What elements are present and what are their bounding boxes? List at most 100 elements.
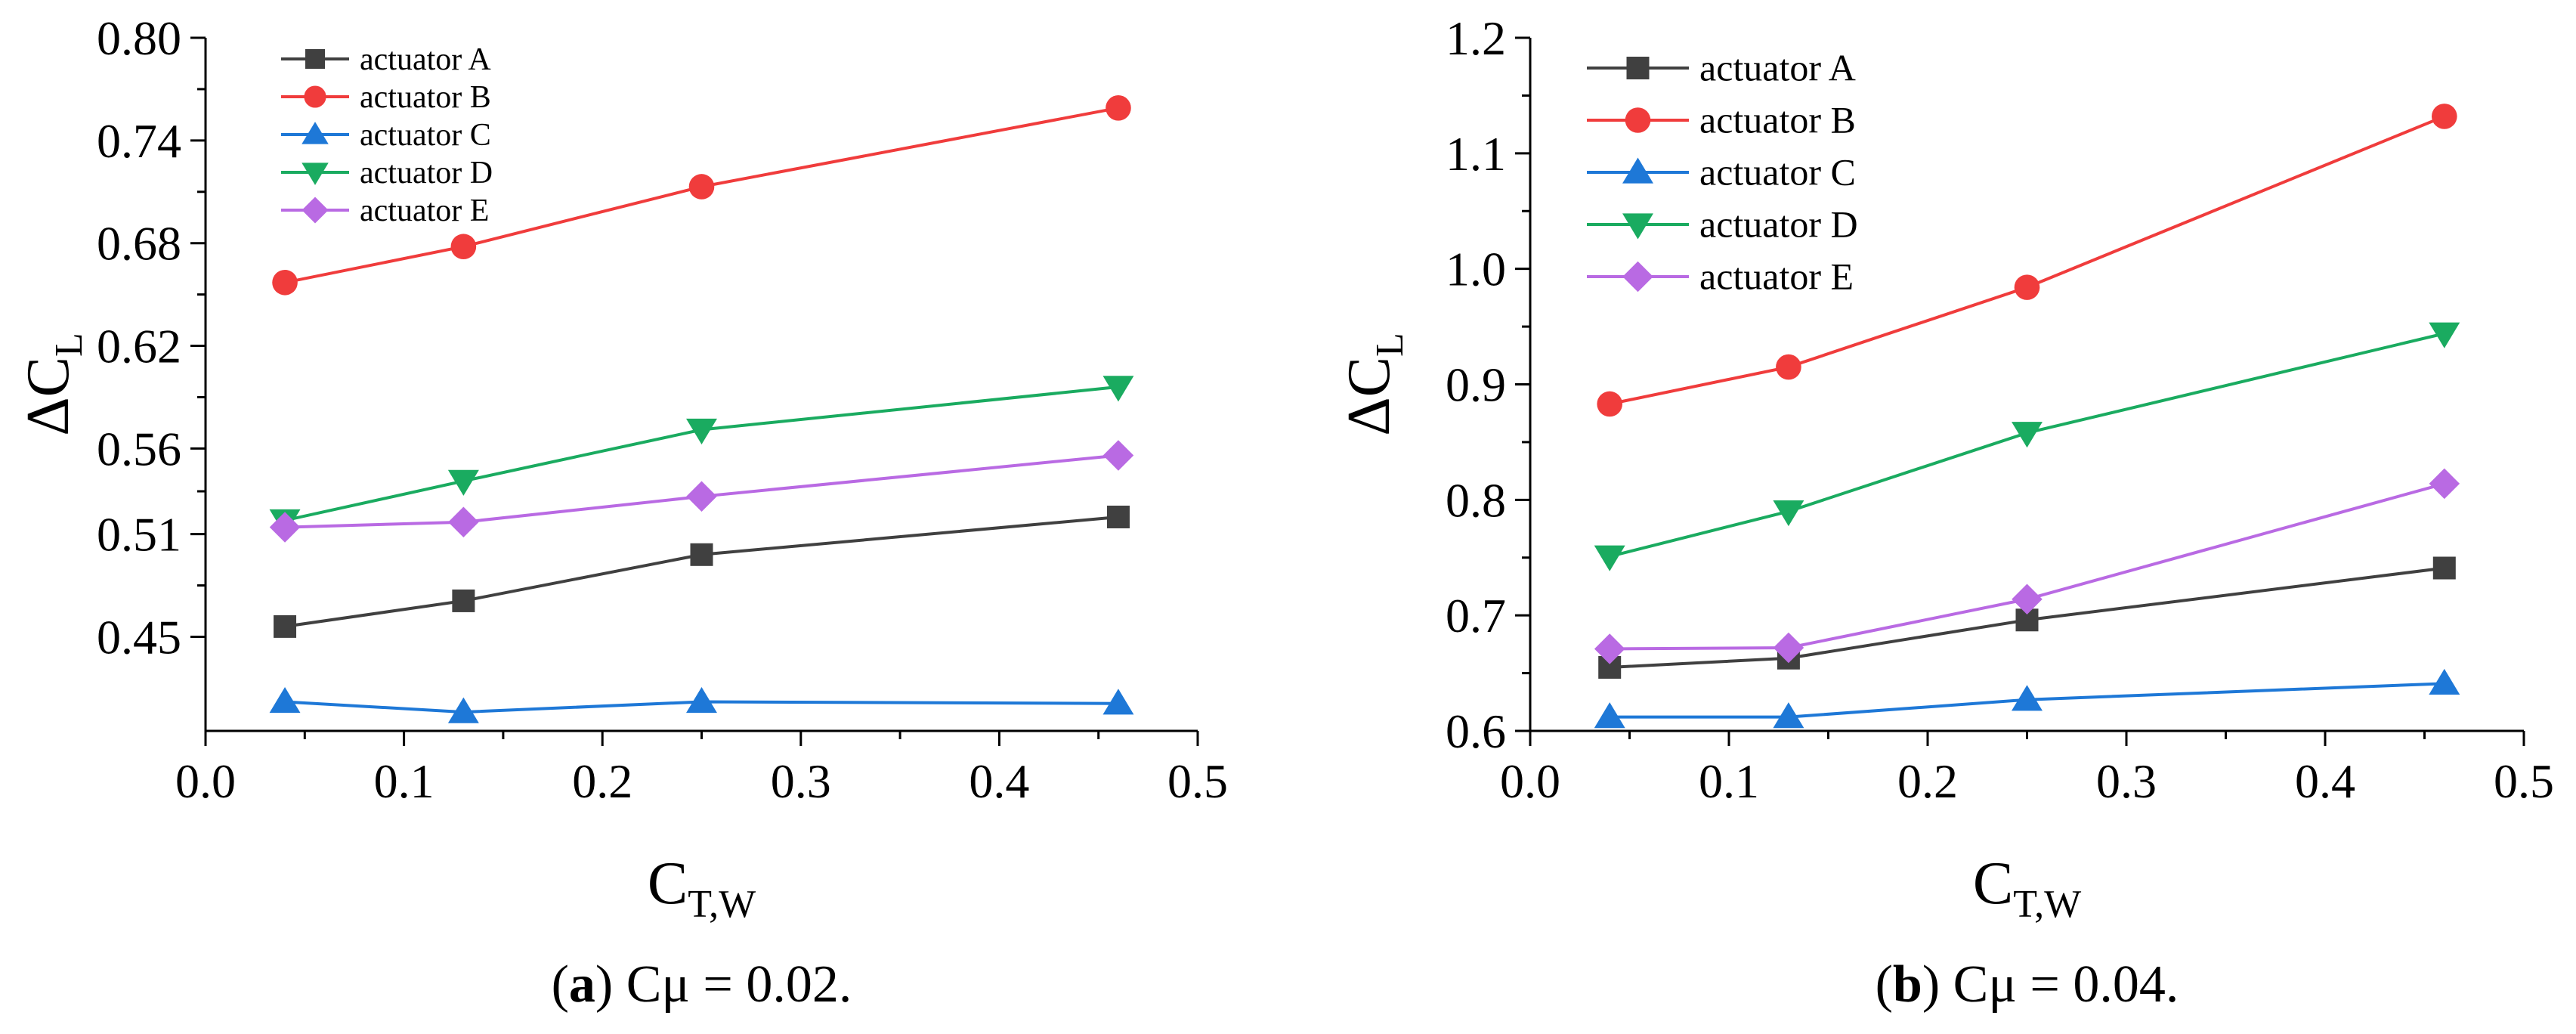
series-line: [1610, 566, 2445, 669]
data-point: [269, 687, 301, 714]
data-point: [1594, 702, 1625, 729]
data-point: [686, 418, 717, 445]
data-point: [2432, 556, 2456, 580]
data-point: [2012, 422, 2043, 448]
legend-marker: [1626, 57, 1650, 79]
series-line: [284, 515, 1119, 628]
series-line: [1610, 482, 2445, 651]
series-actuator-B: [1597, 104, 2457, 417]
x-axis-label: CT,W: [1973, 850, 2081, 926]
legend-label: actuator A: [360, 42, 491, 77]
y-tick-label: 0.7: [1446, 589, 1506, 642]
data-point: [452, 589, 475, 612]
x-tick-label: 0.3: [2096, 754, 2157, 808]
legend-marker: [302, 122, 329, 144]
data-point: [1594, 545, 1625, 571]
legend-marker: [1622, 261, 1653, 293]
data-point: [2429, 668, 2460, 695]
y-tick-label: 1.0: [1446, 243, 1506, 296]
data-point: [2012, 584, 2043, 615]
series-line: [1609, 115, 2445, 406]
y-tick-label: 0.56: [97, 422, 181, 475]
legend-label: actuator D: [360, 156, 493, 190]
data-point: [269, 512, 301, 543]
legend-label: actuator E: [1699, 255, 1854, 298]
data-point: [686, 687, 717, 714]
series-line: [1609, 332, 2445, 559]
data-point: [1106, 95, 1131, 121]
series-actuator-A: [274, 505, 1130, 638]
x-tick-label: 0.4: [2295, 754, 2355, 808]
series-actuator-C: [1594, 668, 2460, 729]
x-tick-label: 0.5: [1167, 754, 1228, 808]
data-point: [450, 234, 477, 260]
y-tick-label: 0.9: [1446, 358, 1506, 412]
data-point: [688, 174, 715, 200]
data-point: [1776, 354, 1801, 380]
x-tick-label: 0.0: [1500, 754, 1560, 808]
legend-marker: [1622, 213, 1653, 240]
data-point: [1102, 376, 1134, 402]
data-point: [1594, 633, 1625, 664]
x-tick-label: 0.2: [1897, 754, 1958, 808]
series-actuator-B: [272, 95, 1131, 296]
y-tick-label: 0.80: [97, 11, 181, 65]
legend-marker: [304, 85, 326, 108]
y-tick-label: 0.68: [97, 217, 181, 271]
series-line: [284, 385, 1119, 522]
legend-label: actuator C: [1699, 151, 1856, 193]
series-actuator-D: [1594, 322, 2460, 571]
legend-label: actuator B: [1699, 99, 1856, 141]
series-line: [284, 454, 1119, 529]
y-tick-label: 0.8: [1446, 473, 1506, 527]
y-tick-label: 0.51: [97, 508, 181, 562]
data-point: [2432, 104, 2457, 129]
data-point: [274, 615, 297, 638]
data-point: [1773, 500, 1804, 527]
data-point: [690, 543, 713, 566]
y-tick-label: 0.62: [97, 320, 181, 373]
y-tick-label: 1.1: [1446, 127, 1506, 181]
data-point: [2014, 274, 2040, 300]
x-tick-label: 0.1: [1699, 754, 1759, 808]
y-tick-label: 0.6: [1446, 704, 1506, 758]
panel-caption: (b) Cμ = 0.04.: [1876, 955, 2179, 1014]
data-point: [1773, 702, 1804, 729]
x-tick-label: 0.4: [969, 754, 1029, 808]
data-point: [2429, 468, 2460, 500]
data-point: [448, 506, 479, 538]
legend-marker: [1622, 157, 1653, 184]
data-point: [272, 269, 298, 296]
x-tick-label: 0.2: [572, 754, 632, 808]
legend-marker: [305, 49, 325, 69]
x-tick-label: 0.0: [175, 754, 236, 808]
data-point: [2429, 322, 2460, 348]
data-point: [1106, 505, 1130, 528]
legend-marker: [302, 163, 329, 185]
panel-caption: (a) Cμ = 0.02.: [552, 955, 852, 1014]
data-point: [2012, 685, 2043, 711]
series-actuator-A: [1598, 556, 2456, 679]
series-line: [284, 700, 1118, 714]
data-point: [447, 469, 479, 496]
y-tick-label: 0.74: [97, 114, 181, 168]
chart-panel-b: 0.0 0.1 0.2 0.3 0.4 0.5 0.6 0.7 0.8 0.9 1.0 1.1 1.2 C…: [1336, 11, 2554, 1014]
x-tick-label: 0.1: [374, 754, 434, 808]
legend-marker: [302, 197, 329, 224]
series-actuator-D: [269, 376, 1134, 536]
x-axis-label: CT,W: [648, 850, 756, 926]
series-line: [1610, 682, 2445, 719]
legend-label: actuator C: [360, 118, 491, 153]
legend-label: actuator D: [1699, 203, 1858, 246]
data-point: [1102, 689, 1134, 715]
legend-marker: [1625, 107, 1651, 133]
series-line: [284, 106, 1119, 284]
series-actuator-C: [269, 687, 1134, 723]
data-point: [1773, 632, 1804, 664]
y-axis-label: ΔCL: [15, 333, 91, 436]
y-tick-label: 1.2: [1446, 11, 1506, 65]
data-point: [1597, 391, 1622, 417]
chart-panel-a: 0.0 0.1 0.2 0.3 0.4 0.5 0.45 0.51 0.56 0.62 0.68 0.…: [15, 11, 1228, 1014]
